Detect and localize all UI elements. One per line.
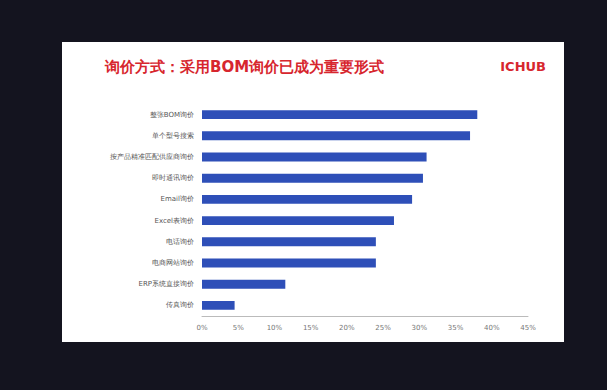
svg-text:10%: 10%	[267, 324, 283, 332]
svg-text:整张BOM询价: 整张BOM询价	[150, 111, 194, 119]
svg-text:按产品精准匹配供应商询价: 按产品精准匹配供应商询价	[110, 153, 194, 161]
svg-text:电商网站询价: 电商网站询价	[152, 259, 194, 267]
svg-text:0%: 0%	[196, 324, 207, 332]
svg-text:20%: 20%	[339, 324, 355, 332]
svg-text:5%: 5%	[233, 324, 244, 332]
svg-text:40%: 40%	[484, 324, 500, 332]
svg-text:15%: 15%	[303, 324, 319, 332]
svg-text:45%: 45%	[520, 324, 536, 332]
svg-text:Email询价: Email询价	[161, 195, 194, 203]
svg-text:Excel表询价: Excel表询价	[154, 217, 194, 225]
svg-text:30%: 30%	[412, 324, 428, 332]
svg-text:询价方式：采用BOM询价已成为重要形式: 询价方式：采用BOM询价已成为重要形式	[104, 58, 384, 76]
svg-text:单个型号搜索: 单个型号搜索	[152, 132, 194, 140]
svg-text:传真询价: 传真询价	[166, 301, 194, 309]
svg-text:即时通讯询价: 即时通讯询价	[152, 174, 194, 182]
svg-text:电话询价: 电话询价	[166, 238, 194, 246]
svg-text:35%: 35%	[448, 324, 464, 332]
svg-text:25%: 25%	[375, 324, 391, 332]
svg-text:ICHUB: ICHUB	[500, 59, 546, 74]
svg-text:ERP系统直接询价: ERP系统直接询价	[138, 280, 194, 288]
